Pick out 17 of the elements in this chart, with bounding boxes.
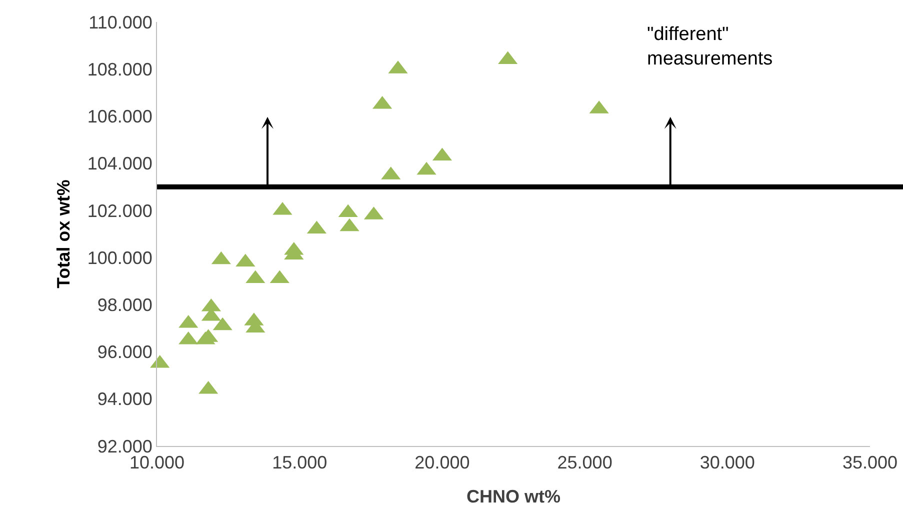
x-tick-label: 25.000: [557, 452, 612, 473]
y-tick-label: 102.000: [87, 200, 152, 221]
y-tick-label: 106.000: [87, 106, 152, 127]
y-tick-label: 104.000: [87, 154, 152, 174]
y-tick-label: 98.000: [97, 294, 152, 315]
x-tick-label: 15.000: [272, 452, 328, 473]
annotation: "different" measurements: [647, 24, 773, 70]
y-tick-label: 94.000: [97, 389, 152, 410]
x-tick-label: 35.000: [842, 452, 898, 473]
x-axis-title: CHNO wt%: [466, 486, 560, 507]
y-tick-label: 96.000: [97, 342, 152, 362]
y-tick-label: 110.000: [88, 12, 152, 32]
y-tick-label: 108.000: [87, 59, 152, 80]
y-axis-title: Total ox wt%: [54, 180, 74, 288]
x-tick-label: 30.000: [700, 452, 755, 473]
y-tick-label: 100.000: [87, 248, 152, 268]
x-tick-label: 20.000: [414, 452, 470, 473]
